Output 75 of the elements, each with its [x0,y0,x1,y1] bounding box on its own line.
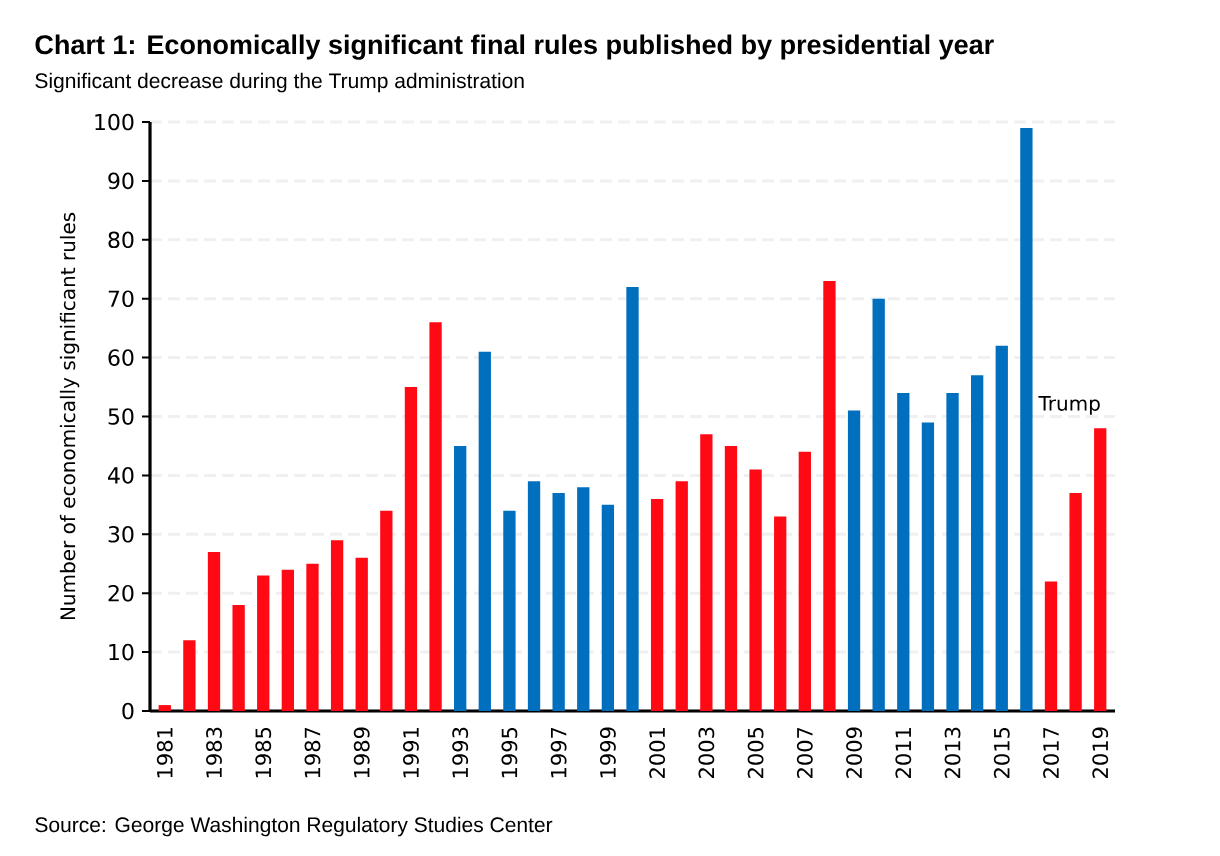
bar [183,640,196,711]
bar [700,434,713,711]
bar [207,551,221,711]
x-tick-label: 1983 [206,727,222,778]
x-tick-label: 2019 [1092,727,1109,778]
bar [404,387,418,711]
x-tick-label: 2013 [944,727,961,778]
bar [503,510,516,711]
chart-title: Chart 1: Economically significant final rules published by presidential year [35,34,994,60]
bar [749,469,762,711]
bar [601,504,615,711]
bar [1020,127,1033,711]
bar [330,540,344,711]
bar [552,493,565,711]
bar [1069,493,1082,711]
bar [626,286,639,711]
bar [1094,428,1107,711]
y-tick-label: 80 [108,231,134,249]
chart-subtitle: Significant decrease during the Trump administration [35,72,524,93]
y-tick-label: 60 [108,349,134,366]
source-note: Source: George Washington Regulatory Studies Center [35,816,553,837]
x-tick-label: 2001 [649,728,666,778]
bar [527,481,541,711]
x-tick-label: 1981 [156,728,173,778]
y-tick-label: 50 [108,408,134,425]
bar [232,604,245,711]
y-tick-label: 100 [95,113,134,131]
x-tick-label: 2017 [1043,727,1059,778]
x-tick-label: 2007 [796,727,813,778]
bar [897,392,910,711]
y-tick-label: 40 [108,467,134,484]
bar [650,498,664,711]
x-tick-label: 2011 [895,728,912,778]
bar [847,410,861,711]
bar [675,481,688,711]
y-tick-label: 10 [109,643,134,661]
x-tick-label: 2003 [698,727,715,778]
bar [798,451,811,711]
bar [872,298,885,711]
bar [454,445,467,711]
y-tick-label: 20 [108,584,134,602]
x-tick-label: 1985 [255,727,272,778]
x-tick-label: 1995 [501,727,518,778]
annotation: Trump [1038,396,1100,415]
bar [429,322,442,711]
bar [1044,581,1058,711]
bar [281,569,295,711]
bar [577,487,590,711]
x-tick-label: 1999 [599,727,616,778]
x-tick-label: 2005 [747,727,764,778]
x-tick-label: 1989 [353,727,370,778]
x-tick-label: 1987 [304,727,321,778]
bar [946,392,959,711]
x-tick-label: 2009 [846,727,862,778]
y-tick-label: 30 [108,525,134,543]
y-axis-title: Number of economically significant rules [59,212,80,620]
bar [306,563,319,711]
x-tick-label: 1993 [452,727,469,778]
x-tick-label: 2015 [993,727,1010,778]
bar [921,422,935,711]
bar [355,557,368,711]
x-tick-label: 1997 [550,727,567,778]
bar [257,575,270,711]
bar [478,351,491,711]
y-tick-label: 90 [108,172,134,190]
bar [823,281,836,711]
bar [724,445,738,711]
y-tick-label: 0 [122,702,134,720]
bar [970,375,984,711]
bar [774,516,787,711]
bar [380,510,393,711]
x-tick-label: 1991 [403,728,419,778]
bar [995,345,1008,711]
y-tick-label: 70 [108,290,134,308]
bar [158,705,171,711]
